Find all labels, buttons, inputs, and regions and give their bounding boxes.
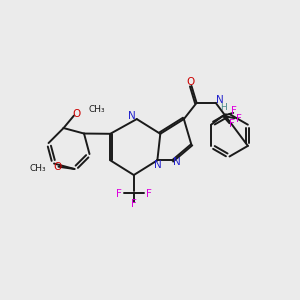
Text: F: F — [236, 114, 242, 124]
Text: CH₃: CH₃ — [29, 164, 46, 173]
Text: F: F — [131, 200, 137, 209]
Text: H: H — [220, 103, 227, 112]
Text: F: F — [229, 119, 235, 129]
Text: N: N — [128, 110, 136, 121]
Text: N: N — [154, 160, 162, 170]
Text: CH₃: CH₃ — [88, 105, 105, 114]
Text: N: N — [173, 157, 181, 167]
Text: F: F — [116, 189, 122, 199]
Text: F: F — [231, 106, 237, 116]
Text: O: O — [186, 76, 194, 86]
Text: O: O — [53, 162, 62, 172]
Text: O: O — [72, 109, 81, 119]
Text: F: F — [146, 189, 152, 199]
Text: N: N — [216, 95, 224, 105]
